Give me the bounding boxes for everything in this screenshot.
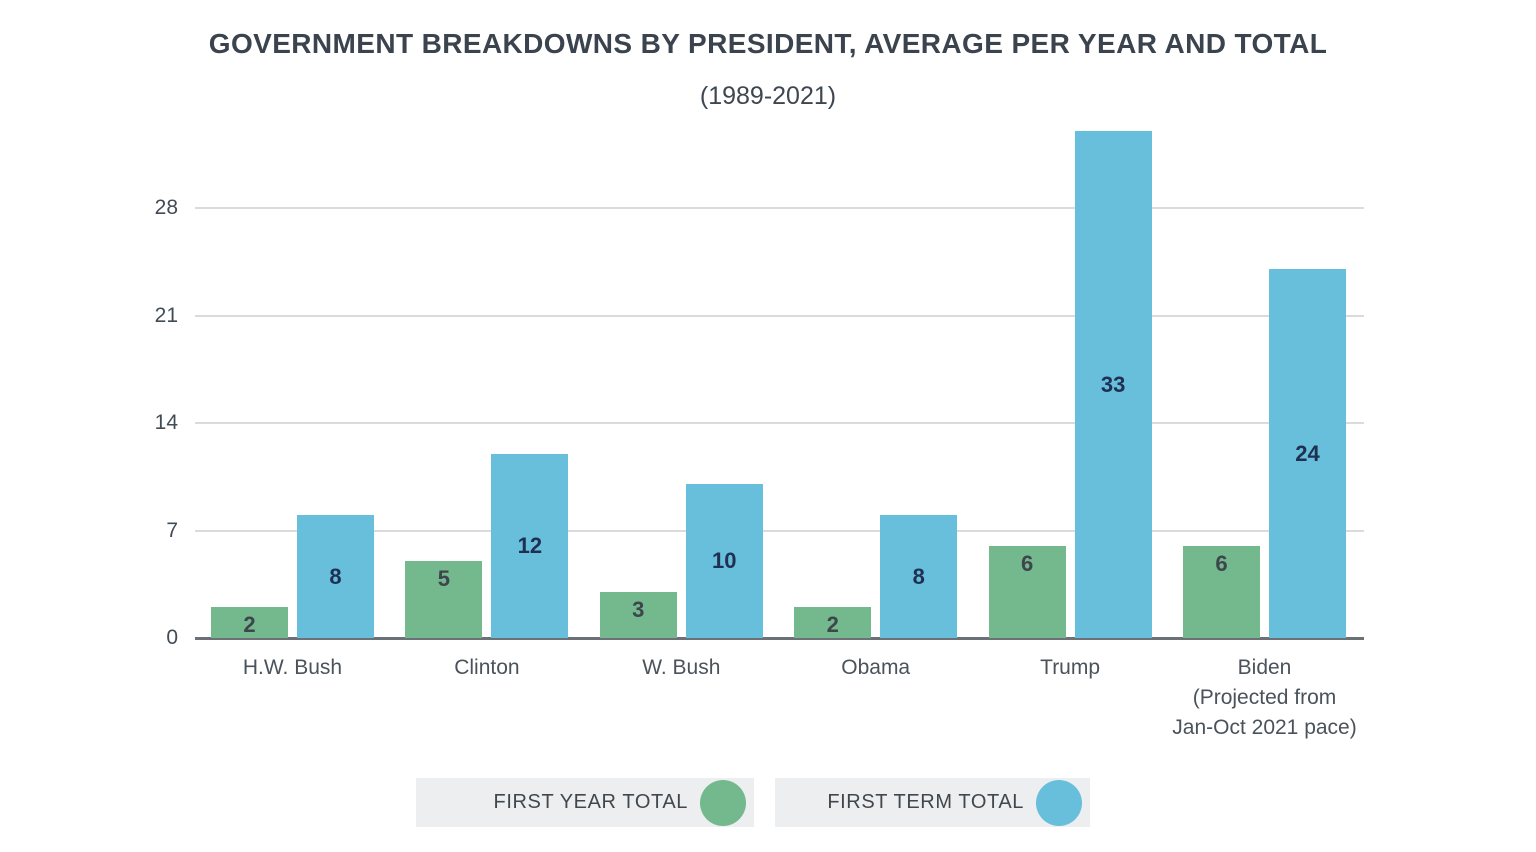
bar-value-first-year-total-w-bush: 3 bbox=[632, 596, 645, 622]
y-tick-label-14: 14 bbox=[154, 411, 178, 434]
chart-title: GOVERNMENT BREAKDOWNS BY PRESIDENT, AVER… bbox=[208, 28, 1328, 59]
bar-value-first-term-total-clinton: 12 bbox=[517, 532, 543, 558]
x-axis-label-line: Obama bbox=[841, 656, 911, 679]
y-tick-label-28: 28 bbox=[154, 196, 178, 219]
bar-value-first-term-total-biden: 24 bbox=[1295, 440, 1320, 466]
bar-value-first-term-total-obama: 8 bbox=[912, 563, 925, 589]
x-axis-label-line: (Projected from bbox=[1192, 686, 1337, 709]
gridline-21 bbox=[195, 314, 1364, 317]
legend-label-first-year-total: FIRST YEAR TOTAL bbox=[493, 791, 688, 813]
first-year-total-swatch-icon bbox=[700, 779, 746, 826]
bar-first-year-total-biden: 6 bbox=[1183, 545, 1260, 638]
x-axis-label-obama: Obama bbox=[746, 653, 1006, 683]
x-axis-line bbox=[195, 637, 1364, 640]
bar-first-term-total-biden: 24 bbox=[1269, 269, 1346, 638]
first-term-total-swatch-icon bbox=[1036, 779, 1082, 826]
x-axis-label-line: Jan-Oct 2021 pace) bbox=[1172, 716, 1357, 739]
x-axis-label-clinton: Clinton bbox=[357, 653, 617, 683]
bar-first-year-total-clinton: 5 bbox=[405, 561, 483, 638]
x-axis-label-trump: Trump bbox=[940, 653, 1200, 683]
legend-item-first-term-total: FIRST TERM TOTAL bbox=[775, 778, 1090, 827]
y-tick-label-21: 21 bbox=[154, 303, 178, 327]
x-axis-label-line: Trump bbox=[1040, 656, 1101, 679]
bar-first-year-total-h-w-bush: 2 bbox=[211, 607, 288, 638]
gridline-14 bbox=[195, 422, 1364, 424]
bar-first-term-total-w-bush: 10 bbox=[685, 484, 763, 638]
bar-value-first-year-total-clinton: 5 bbox=[437, 566, 451, 592]
x-axis-label-line: W. Bush bbox=[642, 656, 721, 679]
bar-first-year-total-obama: 2 bbox=[794, 607, 872, 638]
y-tick-label-7: 7 bbox=[166, 518, 178, 542]
bar-first-year-total-trump: 6 bbox=[988, 545, 1066, 638]
x-axis-label-line: Biden bbox=[1237, 656, 1292, 679]
x-axis-label-biden: Biden (Projected from Jan-Oct 2021 pace) bbox=[1135, 653, 1395, 743]
bar-first-term-total-clinton: 12 bbox=[491, 453, 569, 638]
x-axis-label-line: H.W. Bush bbox=[242, 656, 343, 679]
y-tick-label-0: 0 bbox=[166, 626, 178, 649]
bar-value-first-term-total-trump: 33 bbox=[1100, 371, 1126, 397]
bar-value-first-term-total-w-bush: 10 bbox=[712, 548, 737, 574]
bar-value-first-term-total-h-w-bush: 8 bbox=[329, 563, 342, 589]
bar-value-first-year-total-trump: 6 bbox=[1020, 550, 1034, 576]
chart-subtitle: (1989-2021) bbox=[699, 82, 837, 110]
bar-value-first-year-total-obama: 2 bbox=[826, 612, 839, 638]
bar-first-term-total-h-w-bush: 8 bbox=[297, 515, 374, 638]
legend-label-first-term-total: FIRST TERM TOTAL bbox=[827, 791, 1024, 813]
bar-first-term-total-obama: 8 bbox=[880, 515, 958, 638]
x-axis-label-line: Clinton bbox=[454, 656, 520, 679]
bar-first-year-total-w-bush: 3 bbox=[599, 591, 677, 638]
gridline-28 bbox=[195, 207, 1364, 209]
legend-item-first-year-total: FIRST YEAR TOTAL bbox=[416, 778, 754, 827]
x-axis-label-w-bush: W. Bush bbox=[551, 653, 811, 683]
bar-value-first-year-total-biden: 6 bbox=[1215, 550, 1228, 576]
bar-first-term-total-trump: 33 bbox=[1074, 131, 1152, 638]
gridline-7 bbox=[195, 529, 1364, 532]
x-axis-label-h-w-bush: H.W. Bush bbox=[163, 653, 423, 683]
bar-value-first-year-total-h-w-bush: 2 bbox=[243, 612, 256, 638]
